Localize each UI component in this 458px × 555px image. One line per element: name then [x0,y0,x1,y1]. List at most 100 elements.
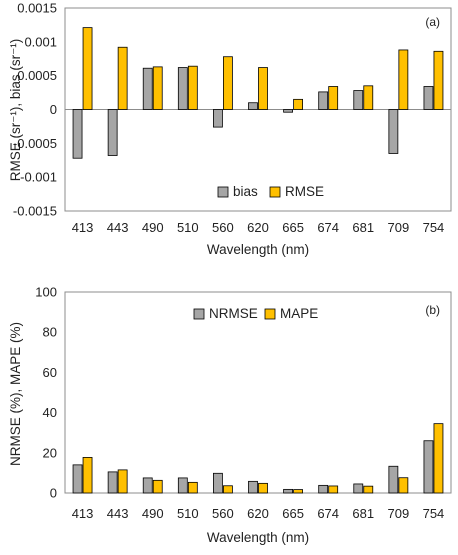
bar-bias-709 [388,109,399,154]
x-tick-label: 510 [177,220,199,235]
bar-rmse-674 [328,86,339,110]
panel-b-y-axis-title: NRMSE (%), MAPE (%) [8,322,23,466]
y-tick-label: 0.001 [24,34,57,49]
x-tick-label: 443 [107,506,129,521]
bar-rmse-681 [363,85,374,110]
bar-nrmse-681 [353,483,364,494]
panel-a-bars [72,27,444,159]
bar-rmse-490 [152,66,163,110]
bar-rmse-620 [258,67,268,110]
y-tick-label: 20 [43,445,57,460]
y-tick-label: -0.0005 [13,136,57,151]
bar-nrmse-510 [177,477,188,494]
y-tick-label: 60 [43,365,57,380]
bar-mape-681 [363,485,374,494]
bar-bias-754 [423,86,434,110]
panel-b-y-ticks: 0 20 40 60 80 100 [35,285,57,501]
panel-a-x-axis-title: Wavelength (nm) [207,242,309,257]
panel-a-y-axis-title: RMSE (sr⁻¹), bias (sr⁻¹) [8,39,23,182]
x-tick-label: 560 [212,506,234,521]
y-tick-label: 80 [43,325,57,340]
y-tick-label: 100 [35,285,57,300]
x-tick-label: 413 [72,506,94,521]
bar-mape-665 [293,489,303,494]
bar-nrmse-560 [213,472,223,494]
bar-mape-620 [258,482,268,494]
bar-rmse-443 [117,46,128,110]
legend-swatch-nrmse [193,308,205,320]
bar-mape-560 [223,485,233,494]
bar-nrmse-620 [248,480,258,494]
bar-mape-443 [117,469,128,494]
legend-label-mape: MAPE [280,306,318,321]
bar-bias-681 [353,90,364,110]
bar-nrmse-490 [142,477,153,494]
panel-a: (a) -0.0015 -0.001 -0.0005 0 0.0005 0.001 0.00… [8,1,452,257]
legend-swatch-bias [217,186,229,198]
bar-bias-443 [107,109,118,156]
x-tick-label: 620 [247,220,269,235]
panel-a-y-ticks: -0.0015 -0.001 -0.0005 0 0.0005 0.001 0.0015 [13,1,57,219]
y-tick-label: 0.0015 [17,1,57,16]
bar-rmse-413 [82,27,93,110]
bar-mape-510 [187,481,198,494]
x-tick-label: 665 [282,506,304,521]
x-tick-label: 754 [423,220,445,235]
bar-bias-413 [72,109,83,159]
panel-b-label: (b) [425,303,440,317]
panel-b-x-axis-title: Wavelength (nm) [207,530,309,545]
bar-nrmse-413 [72,464,83,494]
panel-b-frame [64,291,452,494]
y-tick-label: -0.0015 [13,204,57,219]
x-tick-label: 674 [317,220,339,235]
panel-a-legend: bias RMSE [217,184,324,199]
legend-label-bias: bias [233,184,258,199]
x-tick-label: 665 [282,220,304,235]
legend-label-rmse: RMSE [285,184,324,199]
y-tick-label: 0 [50,486,57,501]
legend-label-nrmse: NRMSE [209,306,258,321]
bar-nrmse-709 [388,465,399,494]
x-tick-label: 560 [212,220,234,235]
x-tick-label: 681 [352,506,374,521]
bar-rmse-754 [433,50,444,110]
x-tick-label: 490 [142,220,164,235]
x-tick-label: 754 [423,506,445,521]
y-tick-label: 0 [50,102,57,117]
y-tick-label: 40 [43,405,57,420]
bar-mape-674 [328,485,339,494]
x-tick-label: 620 [247,506,269,521]
bar-bias-674 [318,91,329,110]
bar-rmse-560 [223,56,233,110]
x-tick-label: 443 [107,220,129,235]
y-tick-label: -0.001 [20,170,57,185]
x-tick-label: 674 [317,506,339,521]
bar-bias-490 [142,67,153,110]
panel-b-legend: NRMSE MAPE [193,306,318,321]
bar-nrmse-754 [423,440,434,494]
bar-nrmse-674 [318,484,329,494]
panel-b-x-ticks: 413 443 490 510 560 620 665 674 681 709 754 [72,506,445,521]
legend-swatch-mape [264,308,276,320]
panel-b-bars [72,423,444,494]
panel-a-label: (a) [425,15,440,29]
y-tick-label: 0.0005 [17,68,57,83]
bar-bias-510 [177,67,188,110]
bar-rmse-709 [398,49,409,110]
bar-mape-413 [82,457,93,494]
panel-b: (b) 0 20 40 60 80 100 413 443 490 510 560 620 665 67… [8,285,452,545]
bar-bias-665 [283,109,293,113]
x-tick-label: 413 [72,220,94,235]
bar-nrmse-443 [107,471,118,494]
bar-rmse-510 [187,65,198,110]
x-tick-label: 709 [388,220,410,235]
bar-mape-754 [433,423,444,494]
bar-bias-560 [213,109,223,128]
bar-mape-709 [398,477,409,494]
bar-bias-620 [248,102,258,110]
panel-a-x-ticks: 413 443 490 510 560 620 665 674 681 709 754 [72,220,445,235]
bar-nrmse-665 [283,488,293,494]
bar-mape-490 [152,479,163,494]
